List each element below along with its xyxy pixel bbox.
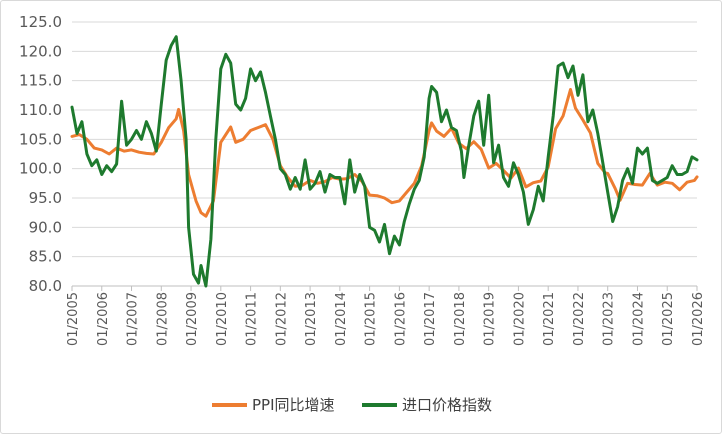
x-tick-label: 01/2016 <box>393 292 408 346</box>
y-axis-ticks: 80.0 85.0 90.0 95.0 100.0 105.0 110.0 115.0 120.… <box>19 13 62 295</box>
x-axis-ticks: 01/2005 01/2006 01/2007 01/2008 01/2009 01/20… <box>66 286 706 346</box>
y-tick-label: 110.0 <box>19 101 62 119</box>
y-tick-label: 100.0 <box>19 160 62 178</box>
y-tick-label: 80.0 <box>29 277 62 295</box>
y-tick-label: 105.0 <box>19 130 62 148</box>
legend: PPI同比增速 进口价格指数 <box>212 396 492 414</box>
y-tick-label: 85.0 <box>29 248 62 266</box>
series-lines <box>70 35 699 288</box>
x-tick-label: 01/2020 <box>512 292 527 346</box>
x-tick-label: 01/2018 <box>453 292 468 346</box>
x-tick-label: 01/2011 <box>245 292 260 346</box>
x-tick-label: 01/2008 <box>155 292 170 346</box>
y-tick-label: 95.0 <box>29 189 62 207</box>
legend-label-import-price: 进口价格指数 <box>402 396 492 414</box>
x-tick-label: 01/2006 <box>96 292 111 346</box>
x-tick-label: 01/2025 <box>661 292 676 346</box>
x-tick-label: 01/2022 <box>572 292 587 346</box>
x-tick-label: 01/2010 <box>215 292 230 346</box>
x-tick-label: 01/2009 <box>185 292 200 346</box>
y-tick-label: 90.0 <box>29 218 62 236</box>
x-tick-label: 01/2005 <box>66 292 81 346</box>
x-tick-label: 01/2015 <box>364 292 379 346</box>
legend-label-ppi: PPI同比增速 <box>252 396 335 414</box>
y-tick-label: 125.0 <box>19 13 62 31</box>
x-tick-label: 01/2019 <box>483 292 498 346</box>
x-tick-label: 01/2017 <box>423 292 438 346</box>
x-tick-label: 01/2013 <box>304 292 319 346</box>
y-tick-label: 115.0 <box>19 72 62 90</box>
x-tick-label: 01/2007 <box>126 292 141 346</box>
series-line-import-price <box>70 35 699 288</box>
x-tick-label: 01/2023 <box>602 292 617 346</box>
x-tick-label: 01/2026 <box>691 292 706 346</box>
x-tick-label: 01/2012 <box>274 292 289 346</box>
x-tick-label: 01/2021 <box>542 292 557 346</box>
series-line-ppi <box>70 88 699 218</box>
y-tick-label: 120.0 <box>19 42 62 60</box>
x-tick-label: 01/2014 <box>334 292 349 346</box>
x-tick-label: 01/2024 <box>631 292 646 346</box>
